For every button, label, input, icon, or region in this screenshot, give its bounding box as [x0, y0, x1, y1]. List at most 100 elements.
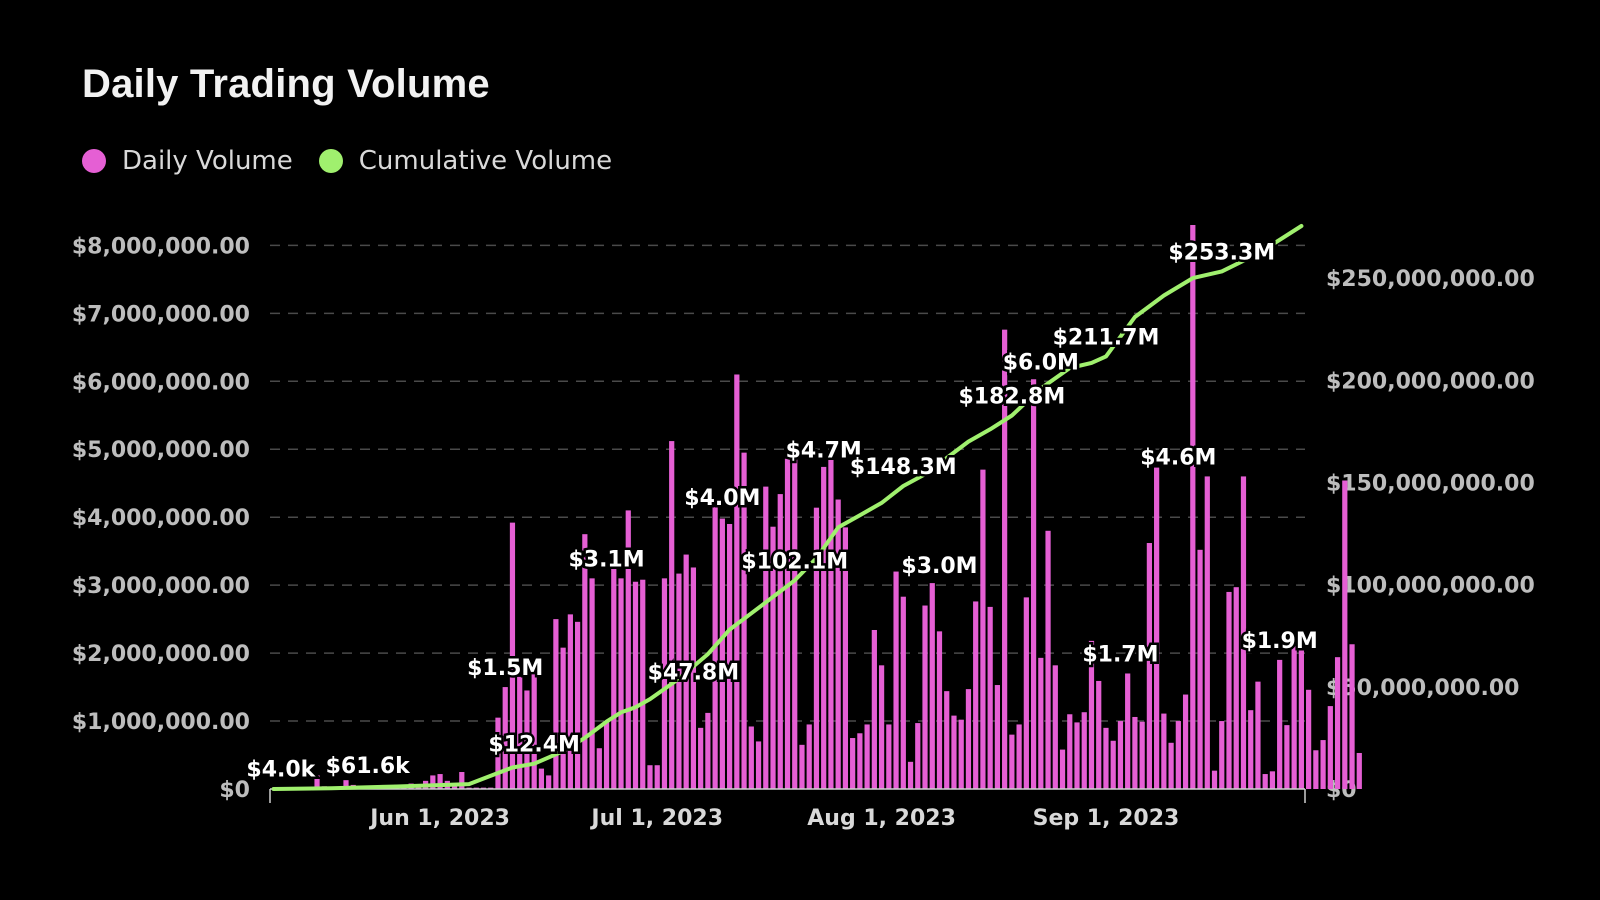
x-tick-label: Jun 1, 2023: [368, 806, 510, 831]
bar: [900, 596, 906, 789]
bar: [936, 631, 943, 789]
y-left-tick-label: $4,000,000.00: [72, 506, 250, 531]
legend-marker-daily-volume: [82, 149, 106, 173]
data-label: $12.4M: [488, 733, 579, 758]
data-label: $211.7M: [1053, 325, 1160, 350]
legend-label-daily-volume: Daily Volume: [122, 146, 293, 176]
bar: [546, 775, 552, 789]
legend-item-daily-volume[interactable]: Daily Volume: [82, 146, 293, 176]
bar: [1175, 721, 1181, 789]
bar: [459, 772, 465, 789]
y-right-tick-label: $200,000,000.00: [1326, 369, 1535, 394]
data-label: $1.5M: [467, 656, 543, 681]
bar: [1030, 379, 1037, 789]
bar: [640, 579, 646, 789]
bar: [922, 605, 928, 789]
bar: [1240, 476, 1247, 789]
bar: [632, 581, 639, 789]
bar: [690, 567, 697, 789]
bar: [1023, 597, 1029, 789]
bar: [1038, 657, 1044, 789]
x-tick-label: Jul 1, 2023: [589, 806, 723, 831]
bar: [1226, 591, 1232, 789]
cumulative-volume-line: [271, 224, 1304, 791]
bar: [777, 494, 783, 789]
bar: [1298, 646, 1304, 789]
bar: [944, 691, 950, 789]
y-left-tick-label: $7,000,000.00: [72, 302, 250, 327]
legend-item-cumulative-volume[interactable]: Cumulative Volume: [318, 146, 613, 176]
bar: [1016, 724, 1022, 789]
bar: [821, 466, 827, 789]
bar: [1313, 750, 1319, 789]
bar: [502, 687, 508, 789]
x-tick-label: Aug 1, 2023: [807, 806, 956, 831]
legend-label-cumulative-volume: Cumulative Volume: [358, 146, 613, 176]
data-label: $1.7M: [1082, 642, 1158, 667]
bar: [784, 458, 791, 789]
legend: Daily Volume Cumulative Volume: [82, 146, 638, 176]
bar: [698, 727, 704, 789]
bar: [1291, 642, 1297, 789]
bar: [835, 499, 841, 789]
data-label: $182.8M: [958, 384, 1065, 409]
bar: [1211, 770, 1218, 789]
bar: [1197, 549, 1203, 789]
bar: [582, 534, 588, 789]
y-left-tick-label: $1,000,000.00: [72, 710, 250, 735]
data-label: $4.0M: [684, 486, 760, 511]
bar: [806, 724, 812, 789]
bar: [951, 715, 957, 789]
bar: [987, 606, 993, 789]
y-left-tick-label: $3,000,000.00: [72, 574, 250, 599]
data-label: $4.0k: [246, 758, 316, 783]
bar: [560, 647, 566, 789]
bar: [1067, 714, 1073, 789]
bar: [850, 738, 856, 789]
bar: [1117, 721, 1124, 789]
y-left-tick-label: $5,000,000.00: [72, 438, 250, 463]
bar: [1349, 644, 1355, 789]
data-label: $102.1M: [741, 549, 848, 574]
bar: [755, 741, 762, 789]
bar: [726, 523, 733, 789]
bar: [314, 775, 320, 789]
bar: [1081, 712, 1087, 789]
bar: [1269, 771, 1276, 789]
data-label: $47.8M: [648, 660, 739, 685]
bar: [517, 676, 523, 789]
bar: [1306, 689, 1312, 789]
data-label: $148.3M: [850, 455, 957, 480]
bar: [661, 578, 668, 789]
bar: [1096, 680, 1102, 789]
bar: [1334, 657, 1341, 789]
bar: [589, 578, 595, 789]
data-label: $253.3M: [1168, 240, 1275, 265]
bar: [647, 765, 653, 789]
bar: [878, 665, 885, 789]
bar: [618, 578, 624, 789]
y-right-tick-label: $100,000,000.00: [1326, 574, 1535, 599]
bar: [451, 786, 458, 789]
bar: [1154, 467, 1160, 789]
bar: [1059, 749, 1066, 789]
bar: [1284, 725, 1290, 789]
bar: [1161, 713, 1167, 789]
data-label: $6.0M: [1003, 350, 1079, 375]
bar: [654, 765, 660, 789]
bar: [669, 441, 675, 789]
bar: [1248, 710, 1254, 789]
bar: [973, 601, 979, 789]
bar: [1255, 681, 1261, 789]
bar: [1182, 694, 1189, 789]
bar: [828, 457, 834, 789]
bar: [864, 724, 870, 789]
bar: [1219, 721, 1225, 789]
bar: [929, 583, 935, 789]
bar: [734, 374, 740, 789]
bar: [1074, 722, 1080, 789]
bar: [1139, 721, 1145, 789]
bar: [770, 526, 776, 789]
data-label: $61.6k: [326, 754, 412, 779]
